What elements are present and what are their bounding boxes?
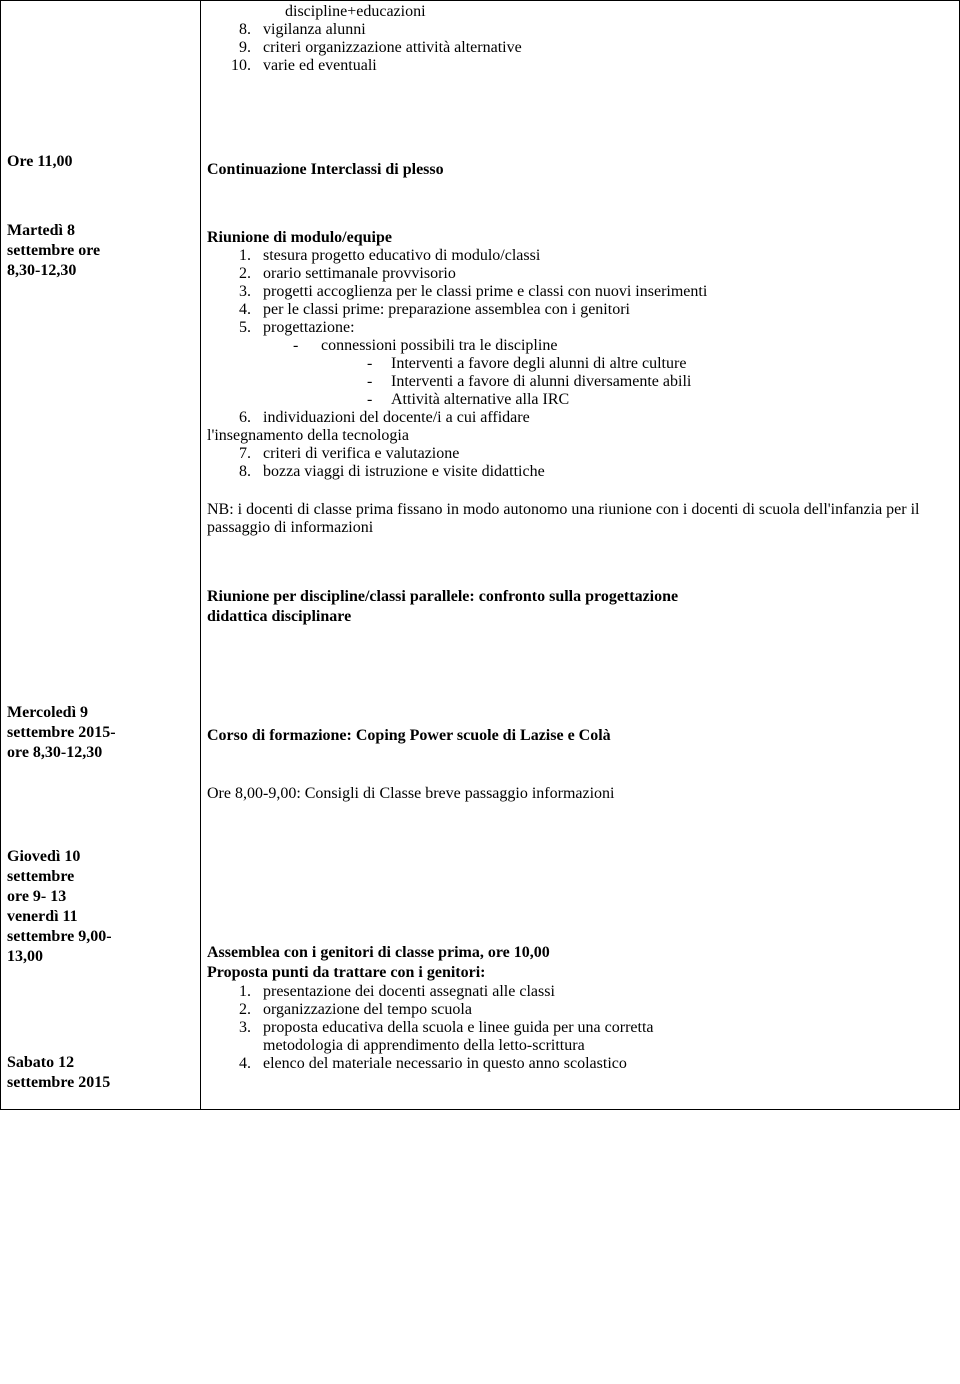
document-page: Ore 11,00 Martedì 8 settembre ore 8,30-1… xyxy=(0,0,960,1110)
section-heading: Assemblea con i genitori di classe prima… xyxy=(207,943,953,983)
section-heading: Continuazione Interclassi di plesso xyxy=(207,161,953,179)
item-text: progettazione: xyxy=(263,319,355,336)
list-item: stesura progetto educativo di modulo/cla… xyxy=(255,247,953,265)
list-item: progetti accoglienza per le classi prime… xyxy=(255,283,953,301)
date-line: 13,00 xyxy=(7,947,194,967)
heading-line: Assemblea con i genitori di classe prima… xyxy=(207,943,953,963)
sub-sub-list: Interventi a favore degli alunni di altr… xyxy=(359,355,953,409)
numbered-list: stesura progetto educativo di modulo/cla… xyxy=(255,247,953,427)
sub-sub-item: Interventi a favore degli alunni di altr… xyxy=(359,355,953,373)
list-item: proposta educativa della scuola e linee … xyxy=(255,1019,953,1055)
section-heading: Riunione di modulo/equipe xyxy=(207,229,953,247)
list-item: orario settimanale provvisorio xyxy=(255,265,953,283)
list-item: per le classi prime: preparazione assemb… xyxy=(255,301,953,319)
date-cell: Ore 11,00 Martedì 8 settembre ore 8,30-1… xyxy=(1,1,201,1110)
list-item: presentazione dei docenti assegnati alle… xyxy=(255,983,953,1001)
sub-sub-item: Attività alternative alla IRC xyxy=(359,391,953,409)
list-item: vigilanza alunni xyxy=(255,21,953,39)
list-item: elenco del materiale necessario in quest… xyxy=(255,1055,953,1073)
item-continuation: metodologia di apprendimento della letto… xyxy=(263,1037,585,1054)
numbered-list: vigilanza alunni criteri organizzazione … xyxy=(255,21,953,75)
content-line: Ore 8,00-9,00: Consigli di Classe breve … xyxy=(207,785,953,803)
date-line: settembre xyxy=(7,867,194,887)
date-line: Mercoledì 9 xyxy=(7,703,194,723)
sub-list: connessioni possibili tra le discipline … xyxy=(285,337,953,409)
numbered-list: presentazione dei docenti assegnati alle… xyxy=(255,983,953,1073)
list-item: criteri di verifica e valutazione xyxy=(255,445,953,463)
list-item: criteri organizzazione attività alternat… xyxy=(255,39,953,57)
date-line: settembre ore xyxy=(7,241,194,261)
item-continuation: l'insegnamento della tecnologia xyxy=(207,427,953,445)
date-line: settembre 2015- xyxy=(7,723,194,743)
numbered-list: criteri di verifica e valutazione bozza … xyxy=(255,445,953,481)
content-cell: discipline+educazioni vigilanza alunni c… xyxy=(201,1,960,1110)
date-line: settembre 2015 xyxy=(7,1073,194,1093)
date-line: 8,30-12,30 xyxy=(7,261,194,281)
list-item: varie ed eventuali xyxy=(255,57,953,75)
item-text: proposta educativa della scuola e linee … xyxy=(263,1019,654,1036)
date-line: Sabato 12 xyxy=(7,1053,194,1073)
time-label: Ore 11,00 xyxy=(7,153,194,171)
cont-line: discipline+educazioni xyxy=(285,3,953,21)
section-heading: Riunione per discipline/classi parallele… xyxy=(207,587,953,627)
date-line: ore 9- 13 xyxy=(7,887,194,907)
list-item: bozza viaggi di istruzione e visite dida… xyxy=(255,463,953,481)
date-line: Martedì 8 xyxy=(7,221,194,241)
sub-sub-item: Interventi a favore di alunni diversamen… xyxy=(359,373,953,391)
list-item: individuazioni del docente/i a cui affid… xyxy=(255,409,953,427)
sub-list-item: connessioni possibili tra le discipline … xyxy=(285,337,953,409)
date-line: venerdì 11 xyxy=(7,907,194,927)
heading-line: didattica disciplinare xyxy=(207,607,953,627)
date-line: settembre 9,00- xyxy=(7,927,194,947)
section-heading: Corso di formazione: Coping Power scuole… xyxy=(207,727,953,745)
date-line: Giovedì 10 xyxy=(7,847,194,867)
note-text: NB: i docenti di classe prima fissano in… xyxy=(207,501,953,537)
item-text: connessioni possibili tra le discipline xyxy=(321,337,557,354)
heading-line: Proposta punti da trattare con i genitor… xyxy=(207,963,953,983)
list-item: organizzazione del tempo scuola xyxy=(255,1001,953,1019)
heading-line: Riunione per discipline/classi parallele… xyxy=(207,587,953,607)
schedule-table: Ore 11,00 Martedì 8 settembre ore 8,30-1… xyxy=(0,0,960,1110)
date-line: ore 8,30-12,30 xyxy=(7,743,194,763)
list-item: progettazione: connessioni possibili tra… xyxy=(255,319,953,409)
table-row: Ore 11,00 Martedì 8 settembre ore 8,30-1… xyxy=(1,1,960,1110)
